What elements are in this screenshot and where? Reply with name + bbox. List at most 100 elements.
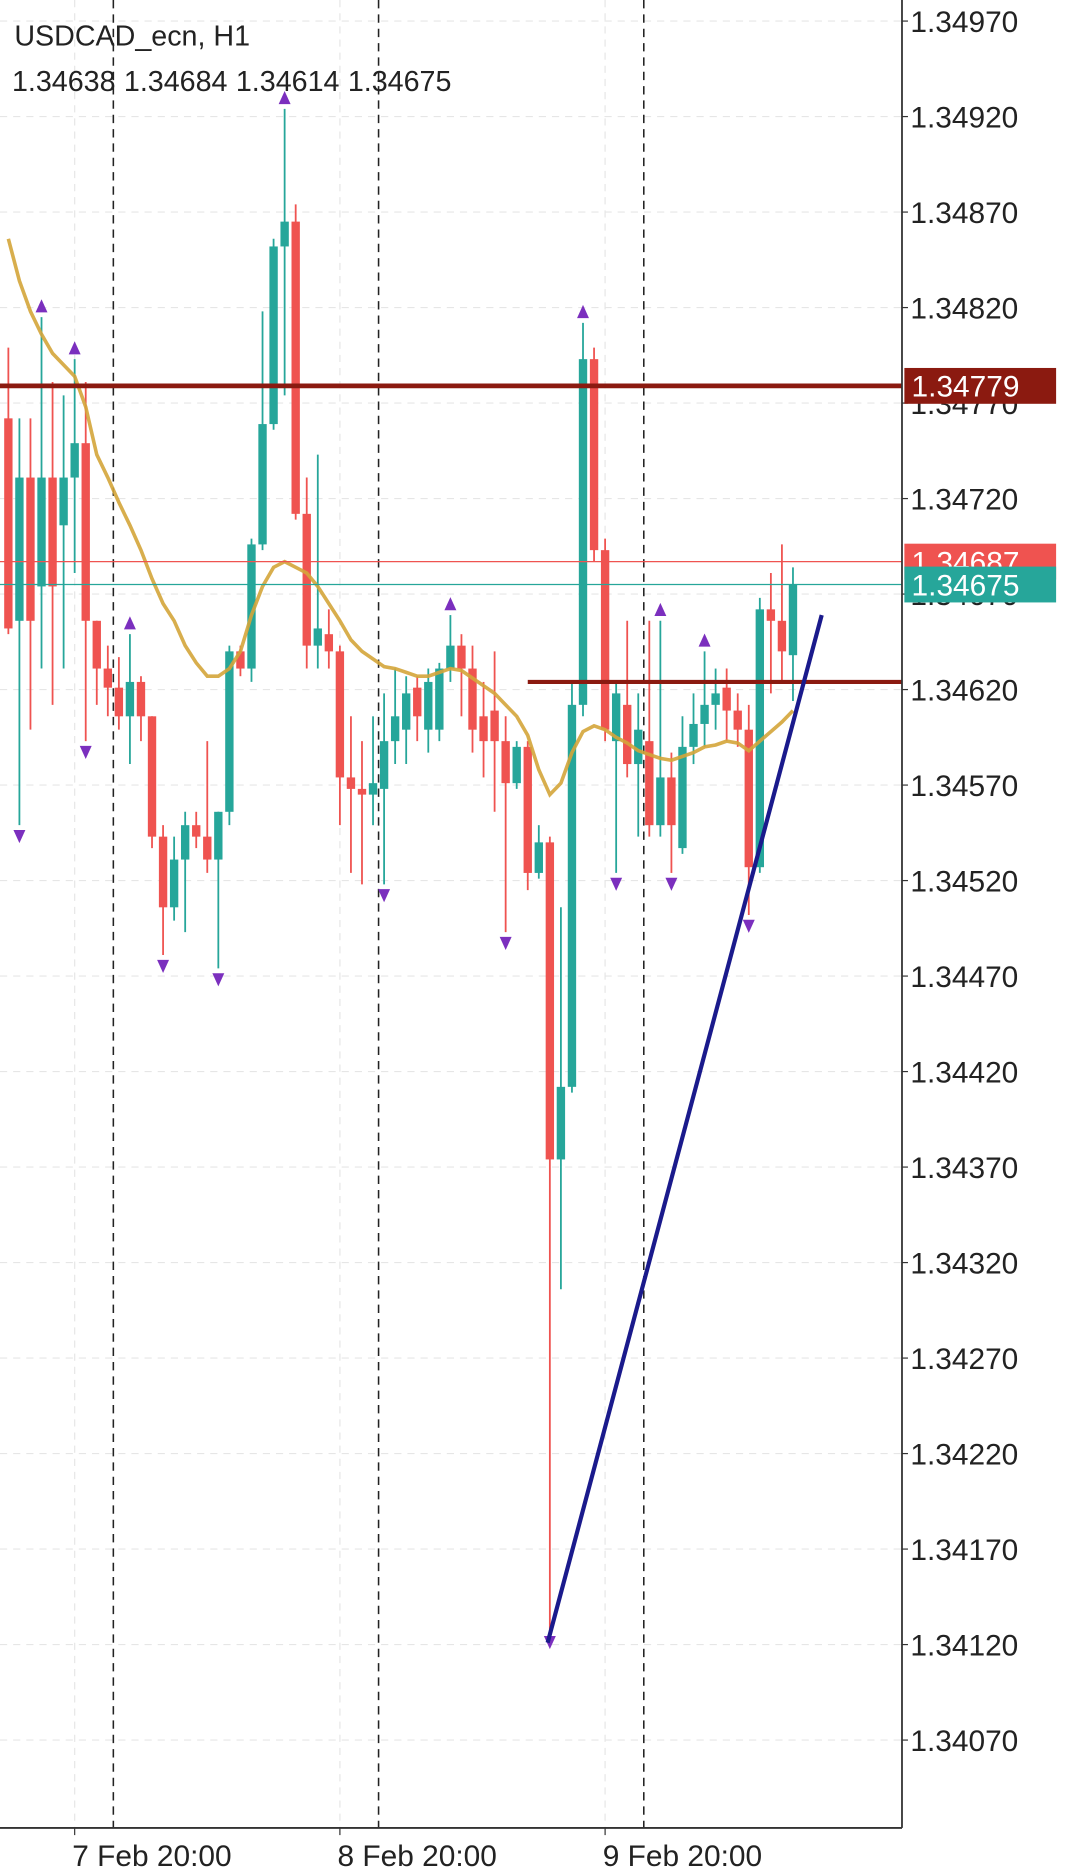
fractal-up <box>123 616 136 630</box>
y-tick-label: 1.34570 <box>910 770 1018 803</box>
candle-body <box>534 842 543 873</box>
candle-body <box>368 783 378 795</box>
candle-body <box>457 645 466 669</box>
candle-body <box>700 704 709 724</box>
candle-body <box>667 777 676 826</box>
fractal-up <box>698 633 711 647</box>
candle-body <box>114 687 124 717</box>
plot <box>0 91 902 1650</box>
candle-body <box>578 359 588 705</box>
moving-average <box>6 238 795 798</box>
fractal-down <box>212 973 225 987</box>
y-tick-label: 1.34220 <box>910 1438 1018 1471</box>
candle-body <box>357 788 367 795</box>
candle-body <box>468 668 477 730</box>
candle-body <box>656 777 665 826</box>
candle-body <box>479 716 488 742</box>
candle-body <box>236 651 245 669</box>
y-tick-label: 1.34120 <box>910 1629 1018 1662</box>
y-tick-label: 1.34270 <box>910 1343 1018 1376</box>
y-tick-label: 1.34170 <box>910 1534 1018 1567</box>
x-tick-label: 8 Feb 20:00 <box>338 1840 497 1871</box>
candle-body <box>501 741 510 784</box>
candle-body <box>711 693 720 705</box>
candle-body <box>545 842 555 1160</box>
candle-body <box>611 693 621 742</box>
candle-body <box>291 221 300 514</box>
chart-title: USDCAD_ecn, H1 <box>14 20 250 52</box>
candle-body <box>136 681 146 717</box>
candle-body <box>379 741 389 789</box>
candle-body <box>645 741 654 826</box>
candle-body <box>169 859 179 908</box>
candle-body <box>225 651 234 812</box>
y-tick-label: 1.34820 <box>910 292 1018 325</box>
candle-body <box>81 443 90 621</box>
open-value: 1.34638 <box>12 66 116 98</box>
candle-body <box>125 681 135 717</box>
candle-body <box>313 628 322 646</box>
candle-body <box>567 704 577 1087</box>
candle-body <box>269 246 278 425</box>
candle-body <box>92 620 101 669</box>
candle-body <box>4 418 13 629</box>
candle-body <box>26 477 35 621</box>
candle-body <box>634 729 643 765</box>
candle-body <box>390 716 400 742</box>
candle-body <box>346 777 356 789</box>
candle-body <box>777 620 787 652</box>
fractal-down <box>499 936 512 951</box>
candle-body <box>180 825 190 860</box>
grid <box>0 0 902 1828</box>
candle-body <box>70 443 79 478</box>
y-tick-label: 1.34320 <box>910 1247 1018 1280</box>
ohlc-readout: 1.34638 1.34684 1.34614 1.34675 <box>12 66 451 98</box>
x-tick-label: 7 Feb 20:00 <box>72 1840 231 1871</box>
fractal-up <box>35 299 48 313</box>
candle-body <box>15 477 24 621</box>
y-tick-label: 1.34620 <box>910 674 1018 707</box>
candle-body <box>335 651 345 778</box>
fractal-down <box>742 919 755 933</box>
candle-body <box>788 584 798 656</box>
fractal-down <box>610 877 623 891</box>
candle-body <box>623 704 632 765</box>
fractal-up <box>654 602 667 617</box>
y-tick-label: 1.34370 <box>910 1152 1018 1185</box>
candle-body <box>600 550 610 730</box>
candle-body <box>302 513 311 646</box>
price-tag-label: 1.34675 <box>912 569 1020 602</box>
candle-body <box>413 687 422 717</box>
y-tick-label: 1.34070 <box>910 1725 1018 1758</box>
candle-body <box>755 609 765 868</box>
candle-body <box>689 723 698 747</box>
candle-body <box>192 825 201 837</box>
candle-body <box>214 811 223 860</box>
price-tag <box>904 367 1057 404</box>
candle-body <box>766 609 776 621</box>
price-tag <box>904 566 1057 603</box>
candle-body <box>435 668 444 730</box>
low-value: 1.34614 <box>236 66 340 98</box>
candle-body <box>589 359 599 551</box>
candle-body <box>402 693 411 730</box>
candle-body <box>247 544 256 669</box>
y-tick-label: 1.34970 <box>910 6 1018 39</box>
close-value: 1.34675 <box>348 66 452 98</box>
fractal-up <box>577 304 589 319</box>
candle-body <box>324 634 334 652</box>
high-value: 1.34684 <box>124 66 228 98</box>
candle-body <box>103 668 113 688</box>
x-tick-label: 9 Feb 20:00 <box>603 1840 762 1871</box>
candle-body <box>48 477 57 587</box>
candle-body <box>147 716 157 837</box>
candle-body <box>280 221 289 247</box>
candle-body <box>158 836 168 908</box>
candle-body <box>556 1086 566 1160</box>
fractal-down <box>157 959 170 973</box>
candle-body <box>37 477 46 587</box>
axis: 1.349701.349201.348701.348201.347701.347… <box>72 6 1057 1871</box>
